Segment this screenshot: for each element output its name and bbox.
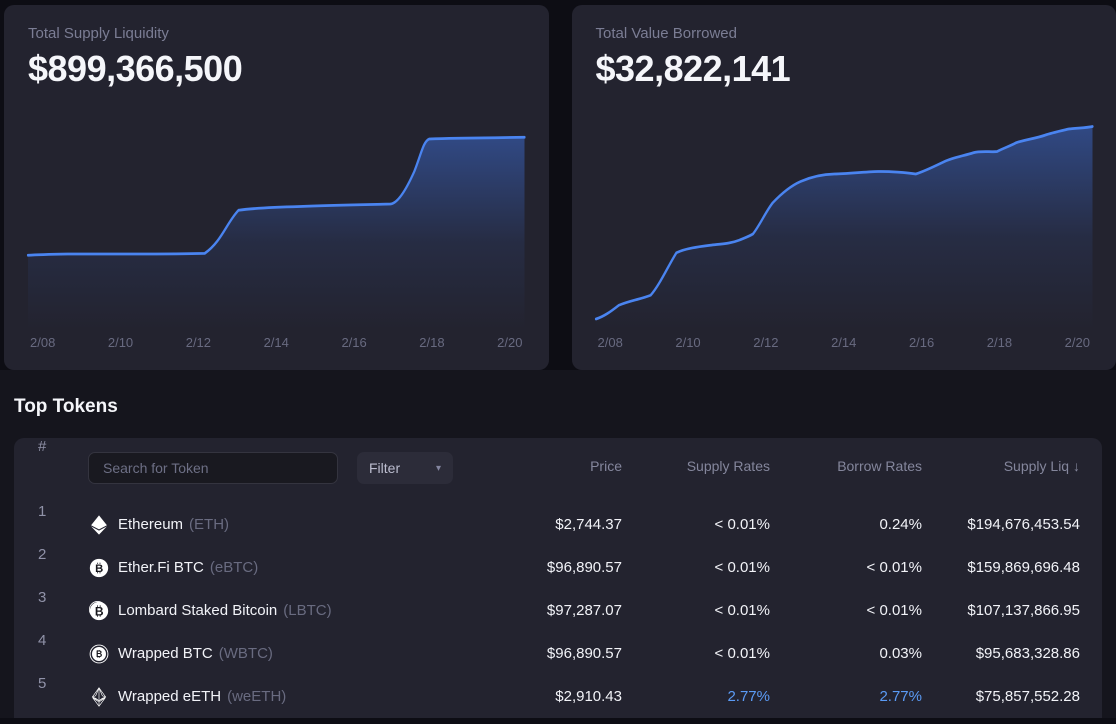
svg-text:B: B: [95, 563, 103, 575]
svg-text:B: B: [96, 649, 102, 659]
svg-text:B: B: [95, 604, 104, 618]
